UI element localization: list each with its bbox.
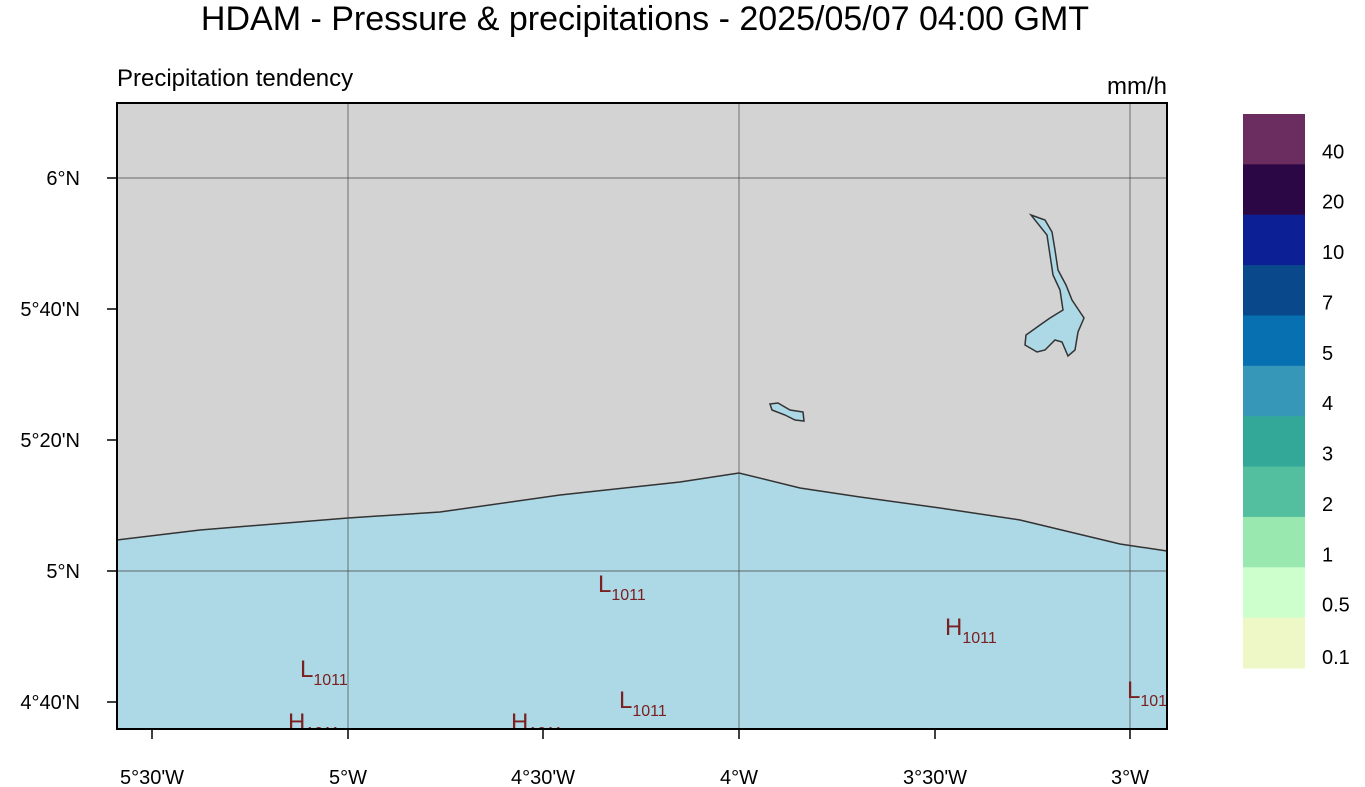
unit: mm/h <box>1107 73 1167 100</box>
legend-label: 7 <box>1322 292 1333 314</box>
lon-label: 3°30'W <box>903 767 967 787</box>
lon-label: 3°W <box>1111 767 1149 787</box>
pressure-type: H <box>945 614 962 641</box>
pressure-type: L <box>1127 677 1140 704</box>
lon-label: 5°W <box>329 767 367 787</box>
legend-label: 10 <box>1322 242 1344 264</box>
title: HDAM - Pressure & precipitations - 2025/… <box>201 0 1089 38</box>
lagoon <box>768 402 805 422</box>
pressure-value: 1011 <box>313 672 348 689</box>
pressure-center: L1011 <box>1127 677 1175 710</box>
pressure-type: L <box>598 571 611 598</box>
legend-label: 20 <box>1322 192 1344 214</box>
pressure-center: H1011 <box>511 709 563 742</box>
legend-label: 0.1 <box>1322 647 1350 669</box>
lat-label: 4°40'N <box>20 692 80 714</box>
pressure-type: L <box>300 656 313 683</box>
sea <box>117 472 1167 729</box>
legend-swatch <box>1243 617 1305 669</box>
legend-label: 0.5 <box>1322 595 1350 617</box>
legend-label: 4 <box>1322 393 1333 415</box>
legend-label: 40 <box>1322 141 1344 163</box>
pressure-type: H <box>511 709 528 736</box>
pressure-value: 1011 <box>611 587 646 604</box>
legend-swatch <box>1243 567 1305 619</box>
legend-swatch <box>1243 466 1305 518</box>
lat-label: 6°N <box>46 168 80 190</box>
plot-frame <box>116 102 1168 730</box>
legend-swatch <box>1243 164 1305 216</box>
pressure-center: H1011 <box>945 614 997 647</box>
pressure-center: L1011 <box>300 656 348 689</box>
lat-label: 5°N <box>46 561 80 583</box>
pressure-type: H <box>288 709 305 736</box>
legend-label: 3 <box>1322 444 1333 466</box>
legend-swatch <box>1243 365 1305 417</box>
legend-label: 2 <box>1322 494 1333 516</box>
legend-swatch <box>1243 265 1305 316</box>
pressure-center: L1011 <box>598 571 646 604</box>
pressure-value: 1011 <box>305 725 340 742</box>
lon-label: 5°30'W <box>120 767 184 787</box>
subtitle: Precipitation tendency <box>117 65 353 92</box>
lon-label: 4°W <box>720 767 758 787</box>
pressure-center: H1011 <box>288 709 340 742</box>
pressure-value: 1011 <box>528 725 563 742</box>
legend-swatch <box>1243 315 1305 367</box>
legend-swatch <box>1243 416 1305 468</box>
lon-label: 4°30'W <box>511 767 575 787</box>
graticule <box>117 103 1167 729</box>
lat-label: 5°40'N <box>20 299 80 321</box>
legend-swatch <box>1243 516 1305 568</box>
legend-swatch <box>1243 214 1305 266</box>
legend-swatch <box>1243 114 1305 165</box>
legend-label: 5 <box>1322 343 1333 365</box>
legend-label: 1 <box>1322 544 1333 566</box>
pressure-center: L1011 <box>619 687 667 720</box>
lake <box>1024 213 1085 358</box>
pressure-value: 1011 <box>632 703 667 720</box>
lat-label: 5°20'N <box>20 430 80 452</box>
pressure-value: 1011 <box>1140 693 1175 710</box>
pressure-value: 1011 <box>962 630 997 647</box>
pressure-type: L <box>619 687 632 714</box>
